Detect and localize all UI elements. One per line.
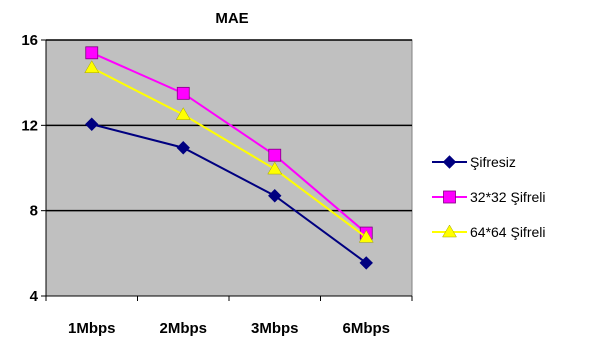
legend-label: 32*32 Şifreli [470,189,546,205]
y-tick-label: 16 [21,32,38,49]
plot-area [45,39,413,297]
series-3 [84,60,374,243]
legend: Şifresiz 32*32 Şifreli 64*64 Şifreli [432,154,546,240]
axes: 4 8 12 16 1Mbps 2Mbps 3Mbps 6Mbps [21,32,413,337]
x-tick-label: 3Mbps [251,320,299,337]
data-point-square [176,86,190,100]
series-line [91,66,367,239]
chart-title: MAE [215,10,248,27]
data-point-square [85,46,99,60]
data-point-diamond [442,155,457,169]
series-group [84,46,374,270]
data-point-square [268,148,282,162]
data-point-diamond [85,117,99,131]
legend-label: Şifresiz [470,154,516,170]
legend-label: 64*64 Şifreli [470,224,546,240]
data-point-diamond [176,141,190,155]
x-tick-label: 6Mbps [342,320,390,337]
data-point-square [443,190,456,204]
y-tick-label: 4 [30,288,39,305]
y-tick-label: 8 [30,203,38,220]
data-point-triangle [442,224,457,238]
legend-item: 32*32 Şifreli [432,189,546,205]
series-line [91,51,367,234]
x-tick-label: 1Mbps [68,320,116,337]
data-point-triangle [358,229,374,243]
y-tick-label: 12 [21,117,38,134]
series-2 [85,46,373,240]
series-line [91,123,367,264]
data-point-triangle [84,60,100,73]
data-point-diamond [359,256,373,270]
legend-item: Şifresiz [432,154,516,170]
data-point-triangle [267,161,283,175]
data-point-diamond [268,189,282,203]
legend-item: 64*64 Şifreli [432,224,546,240]
x-tick-label: 2Mbps [159,320,207,337]
series-1 [85,117,373,270]
data-point-triangle [175,107,191,120]
